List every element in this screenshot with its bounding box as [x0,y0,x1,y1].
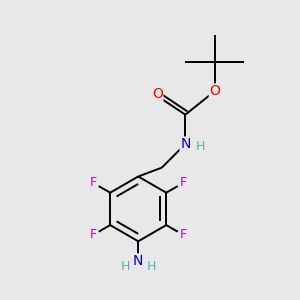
Text: O: O [209,84,220,98]
Text: F: F [89,176,97,189]
Text: N: N [133,254,143,268]
Text: O: O [152,87,163,101]
Text: F: F [180,176,187,189]
Text: N: N [180,137,190,151]
Text: H: H [196,140,205,153]
Text: F: F [180,228,187,242]
Text: F: F [89,228,97,242]
Text: H: H [121,260,130,273]
Text: H: H [146,260,156,273]
